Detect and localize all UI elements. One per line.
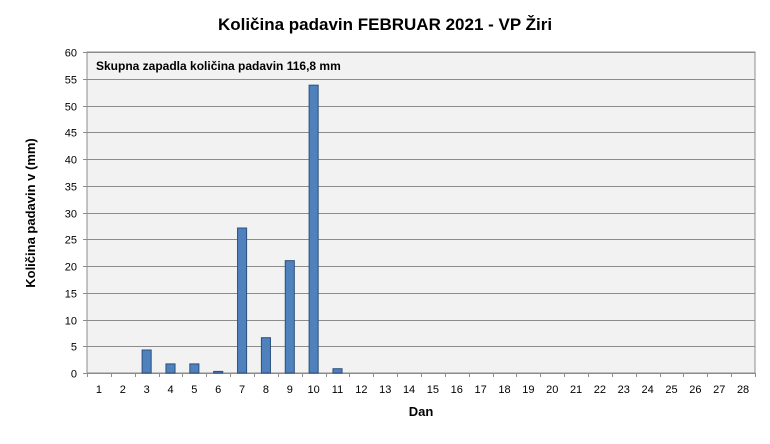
y-tick-label: 25 <box>65 235 77 247</box>
y-tick-label: 40 <box>65 155 77 167</box>
y-axis-label: Količina padavin v (mm) <box>23 138 38 288</box>
x-tick-label: 23 <box>618 384 630 396</box>
x-tick-label: 22 <box>594 384 606 396</box>
x-tick-label: 10 <box>308 384 320 396</box>
x-tick-label: 28 <box>737 384 749 396</box>
x-axis-label: Dan <box>409 404 434 419</box>
x-axis-ticks: 1 2 3 4 5 6 7 8 9 10 11 12 13 14 15 16 17 18 19 20 21 22 23 24 2… <box>87 373 756 396</box>
bar-day-11 <box>332 368 343 374</box>
y-tick-label: 0 <box>71 369 77 381</box>
y-tick-label: 5 <box>71 342 77 354</box>
y-tick-label: 20 <box>65 262 77 274</box>
x-tick-label: 11 <box>332 384 343 396</box>
bar-day-6 <box>213 370 224 374</box>
bar-day-3 <box>141 349 152 374</box>
bar-day-10 <box>308 84 319 374</box>
x-tick-label: 20 <box>546 384 558 396</box>
x-tick-label: 3 <box>144 384 150 396</box>
bars <box>141 84 343 374</box>
y-tick-label: 10 <box>65 316 77 328</box>
x-tick-label: 17 <box>475 384 487 396</box>
x-tick-label: 25 <box>665 384 677 396</box>
bar-day-5 <box>189 363 200 374</box>
y-tick-label: 60 <box>65 48 77 60</box>
x-tick-label: 4 <box>167 384 173 396</box>
y-tick-label: 35 <box>65 182 77 194</box>
y-tick-label: 50 <box>65 102 77 114</box>
y-tick-label: 45 <box>65 128 77 140</box>
bar-day-4 <box>165 363 176 374</box>
x-tick-label: 27 <box>713 384 725 396</box>
x-tick-label: 9 <box>287 384 293 396</box>
x-tick-label: 2 <box>120 384 126 396</box>
y-tick-label: 30 <box>65 209 77 221</box>
x-tick-label: 8 <box>263 384 269 396</box>
x-tick-label: 1 <box>96 384 102 396</box>
x-tick-label: 6 <box>215 384 221 396</box>
y-tick-label: 15 <box>65 289 77 301</box>
x-tick-label: 5 <box>191 384 197 396</box>
x-tick-label: 12 <box>355 384 367 396</box>
y-tick-label: 55 <box>65 75 77 87</box>
x-tick-label: 14 <box>403 384 415 396</box>
bar-day-8 <box>260 337 271 374</box>
x-tick-label: 26 <box>689 384 701 396</box>
x-tick-label: 19 <box>522 384 534 396</box>
x-tick-label: 18 <box>498 384 510 396</box>
x-tick-label: 7 <box>239 384 245 396</box>
chart-title: Količina padavin FEBRUAR 2021 - VP Žiri <box>218 15 552 34</box>
grid-lines <box>87 52 755 374</box>
plot-area <box>86 51 756 374</box>
x-tick-label: 24 <box>642 384 654 396</box>
bar-day-7 <box>237 227 248 374</box>
x-tick-label: 15 <box>427 384 439 396</box>
total-precipitation-annotation: Skupna zapadla količina padavin 116,8 mm <box>96 59 341 73</box>
x-tick-label: 13 <box>379 384 391 396</box>
y-axis-ticks: 0 5 10 15 20 25 30 35 40 45 50 55 60 <box>65 48 87 381</box>
bar-day-9 <box>284 260 295 374</box>
x-tick-label: 16 <box>451 384 463 396</box>
x-tick-label: 21 <box>570 384 582 396</box>
